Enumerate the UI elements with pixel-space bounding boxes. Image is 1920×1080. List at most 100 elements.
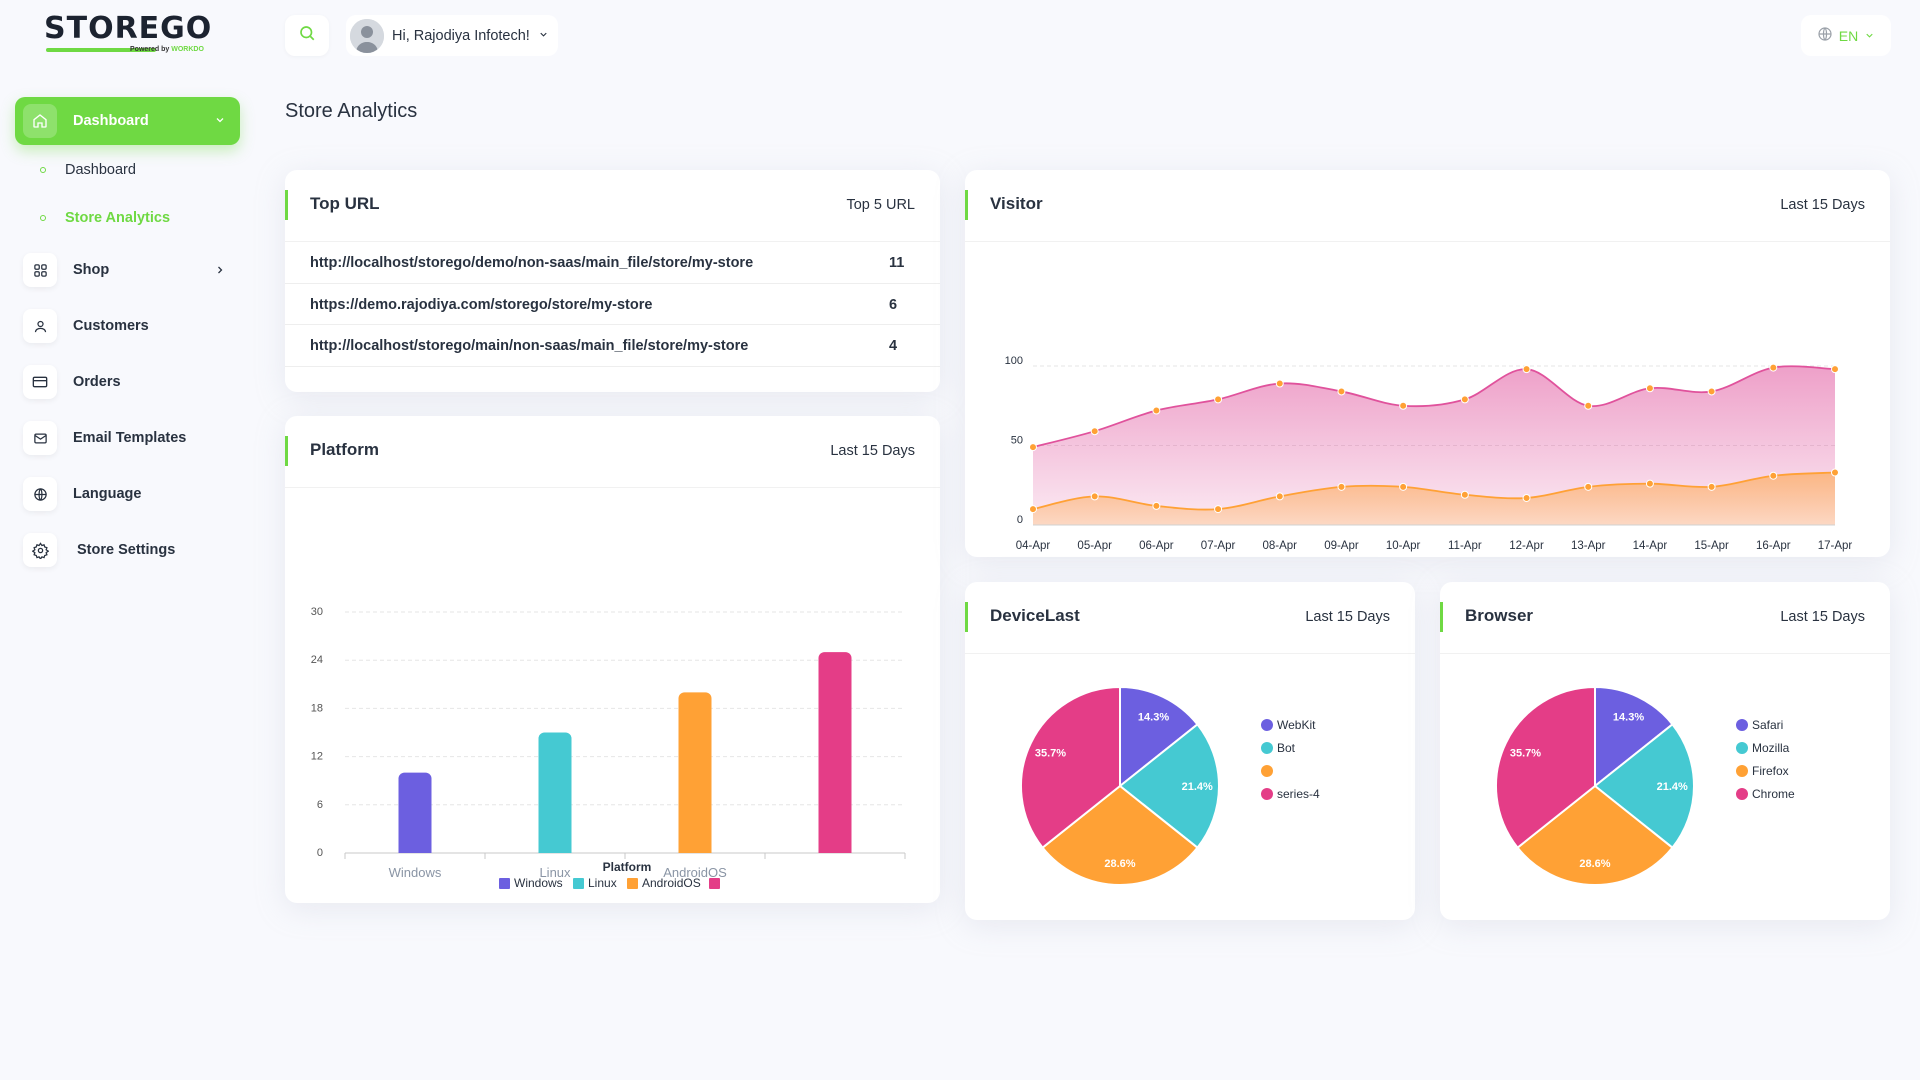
grid-icon — [23, 253, 57, 287]
sidebar-item-label: Email Templates — [73, 430, 187, 446]
pie-value-label: 28.6% — [1104, 858, 1135, 870]
legend-swatch — [709, 878, 720, 889]
data-point — [1769, 363, 1778, 372]
sidebar-subitem-dashboard[interactable]: Dashboard — [15, 146, 240, 194]
storego-logo[interactable]: STOREGO Powered by WORKDO — [44, 12, 214, 58]
data-point — [1522, 365, 1531, 374]
series-line — [1032, 471, 1836, 511]
pie-slice — [1594, 685, 1674, 789]
sidebar-subitem-store-analytics[interactable]: Store Analytics — [15, 194, 240, 242]
data-point — [1584, 482, 1593, 491]
visitor-card: Visitor Last 15 Days 0 50 100 04-Apr 05-Apr 0… — [965, 170, 1890, 557]
bar-base — [538, 845, 572, 853]
url-cell[interactable]: https://demo.rajodiya.com/storego/store/… — [310, 296, 653, 313]
data-point — [1275, 492, 1284, 501]
legend-label: Linux — [588, 876, 617, 890]
sidebar-item-dashboard[interactable]: Dashboard — [15, 97, 240, 145]
legend-label: Windows — [514, 876, 563, 890]
pie-slice — [1020, 685, 1121, 850]
user-greeting: Hi, Rajodiya Infotech! — [392, 27, 530, 44]
platform-card: Platform Last 15 Days 0 6 12 18 24 30 Windows L… — [285, 416, 940, 903]
legend-swatch — [1261, 765, 1273, 777]
data-point — [1584, 401, 1593, 410]
card-header: DeviceLast Last 15 Days — [965, 582, 1415, 654]
legend-swatch — [1261, 719, 1273, 731]
data-point — [1645, 479, 1654, 488]
sidebar-item-orders[interactable]: Orders — [15, 354, 240, 410]
bar — [538, 732, 572, 853]
bar — [398, 772, 432, 853]
card-title: Visitor — [990, 194, 1043, 213]
sidebar-item-email-templates[interactable]: Email Templates — [15, 410, 240, 466]
legend-swatch — [1736, 742, 1748, 754]
legend-swatch — [573, 878, 584, 889]
accent-bar — [285, 436, 288, 466]
pie-value-label: 14.3% — [1613, 711, 1644, 723]
pie-value-label: 21.4% — [1182, 781, 1213, 793]
chevron-down-icon — [214, 113, 226, 131]
pie-value-label: 28.6% — [1579, 858, 1610, 870]
sidebar-item-customers[interactable]: Customers — [15, 298, 240, 354]
table-row: https://demo.rajodiya.com/storego/store/… — [285, 284, 940, 325]
x-tick-label: 05-Apr — [1077, 540, 1112, 552]
legend-label: WebKit — [1277, 718, 1316, 732]
sidebar-item-shop[interactable]: Shop — [15, 242, 240, 298]
accent-bar — [1440, 602, 1443, 632]
pie-slice — [1516, 784, 1674, 886]
card-header: Platform Last 15 Days — [285, 416, 940, 488]
legend-swatch — [1736, 788, 1748, 800]
bullet-icon — [40, 167, 46, 173]
y-tick-label: 18 — [311, 702, 323, 714]
card-subtitle: Last 15 Days — [1305, 609, 1390, 625]
user-icon — [23, 309, 57, 343]
card-header: Browser Last 15 Days — [1440, 582, 1890, 654]
top-url-card: Top URL Top 5 URL http://localhost/store… — [285, 170, 940, 392]
browser-card: Browser Last 15 Days 14.3% 21.4% 28.6% 35.7… — [1440, 582, 1890, 920]
pie-slice — [1495, 685, 1596, 850]
x-tick-label: AndroidOS — [663, 865, 727, 880]
accent-bar — [965, 602, 968, 632]
legend-label: series-4 — [1277, 787, 1320, 801]
x-tick-label: 17-Apr — [1818, 540, 1853, 552]
sidebar-item-language[interactable]: Language — [15, 466, 240, 522]
y-tick-label: 0 — [317, 847, 323, 859]
accent-bar — [965, 190, 968, 220]
data-point — [1090, 427, 1099, 436]
settings-icon — [23, 533, 57, 567]
x-tick-label: 04-Apr — [1016, 540, 1051, 552]
sidebar-nav: Dashboard Dashboard Store Analytics Shop — [15, 97, 240, 578]
bar-base — [678, 845, 712, 853]
pie-slice — [1041, 784, 1199, 886]
data-point — [1831, 468, 1839, 477]
logo-brand: WORKDO — [171, 46, 204, 53]
url-cell[interactable]: http://localhost/storego/main/non-saas/m… — [310, 338, 749, 354]
pie-value-label: 21.4% — [1657, 781, 1688, 793]
data-point — [1275, 379, 1284, 388]
sidebar-item-store-settings[interactable]: Store Settings — [15, 522, 240, 578]
x-axis-title: Platform — [603, 860, 652, 874]
pie-slice — [1593, 722, 1695, 850]
data-point — [1152, 501, 1161, 510]
search-button[interactable] — [285, 15, 329, 56]
chevron-right-icon — [214, 264, 226, 280]
language-selector[interactable]: EN — [1801, 15, 1891, 56]
card-subtitle: Last 15 Days — [1780, 197, 1865, 213]
pie-value-label: 35.7% — [1510, 747, 1541, 759]
x-tick-label: 06-Apr — [1139, 540, 1174, 552]
sidebar-item-label: Customers — [73, 318, 149, 334]
x-tick-label: 11-Apr — [1448, 540, 1482, 552]
logo-powered-by: Powered by — [130, 46, 170, 53]
data-point — [1460, 395, 1469, 404]
x-tick-label: 13-Apr — [1571, 540, 1606, 552]
sidebar-item-label: Dashboard — [73, 113, 149, 129]
card-subtitle: Last 15 Days — [830, 443, 915, 459]
pie-value-label: 35.7% — [1035, 747, 1066, 759]
x-tick-label: 15-Apr — [1694, 540, 1729, 552]
sidebar-item-label: Language — [73, 486, 142, 502]
url-cell[interactable]: http://localhost/storego/demo/non-saas/m… — [310, 255, 754, 271]
sidebar-item-label: Shop — [73, 262, 110, 278]
y-tick-label: 12 — [311, 751, 323, 763]
count-cell: 4 — [889, 338, 898, 354]
user-menu-button[interactable]: Hi, Rajodiya Infotech! — [346, 15, 558, 56]
legend-swatch — [1261, 788, 1273, 800]
